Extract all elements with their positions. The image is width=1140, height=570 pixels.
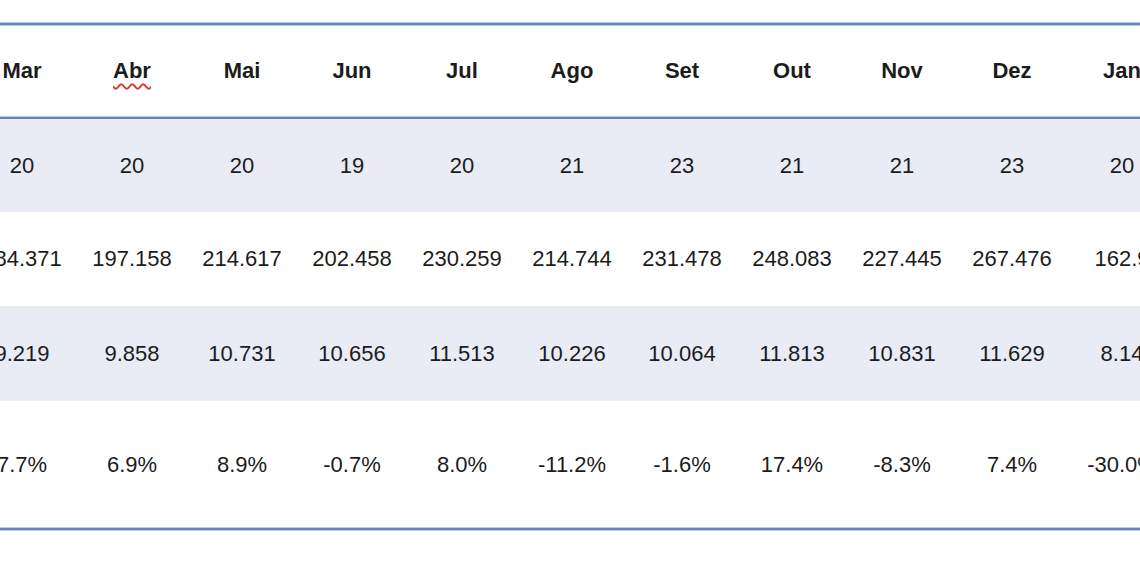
table-cell: 8.14	[1101, 343, 1140, 365]
table-cell: -8.3%	[873, 454, 930, 476]
column-header-mai: Mai	[224, 60, 261, 82]
table-cell: 11.513	[429, 343, 495, 365]
table-cell: 231.478	[642, 248, 722, 270]
monthly-data-table: Mar Abr Mai Jun Jul Ago Set Out Nov Dez …	[0, 23, 1140, 530]
column-header-mar: Mar	[2, 60, 41, 82]
document-canvas: { "table": { "column_headers": ["Mar", "…	[0, 0, 1140, 570]
column-header-set: Set	[665, 60, 699, 82]
table-cell: 20	[450, 155, 474, 177]
table-cell: 20	[120, 155, 144, 177]
row-working-days: 20 20 20 19 20 21 23 21 21 23 20	[0, 119, 1140, 212]
table-cell: 10.731	[208, 343, 275, 365]
table-cell: 19	[340, 155, 364, 177]
table-cell: 21	[890, 155, 914, 177]
table-cell: 11.629	[979, 343, 1045, 365]
table-cell: 10.831	[868, 343, 935, 365]
table-cell: 6.9%	[107, 454, 157, 476]
table-cell: 8.0%	[437, 454, 487, 476]
table-cell: 248.083	[752, 248, 832, 270]
table-cell: -1.6%	[653, 454, 710, 476]
column-header-jul: Jul	[446, 60, 478, 82]
table-cell: 21	[560, 155, 584, 177]
column-header-ago: Ago	[551, 60, 594, 82]
table-cell: 267.476	[972, 248, 1052, 270]
misspelled-word-underline: Abr	[113, 58, 151, 83]
table-cell: 197.158	[92, 248, 172, 270]
table-cell: 9.219	[0, 343, 50, 365]
table-bottom-border	[0, 528, 1140, 530]
table-cell: 214.744	[532, 248, 612, 270]
table-cell: 20	[10, 155, 34, 177]
table-cell: 21	[780, 155, 804, 177]
column-header-nov: Nov	[881, 60, 923, 82]
table-cell: 17.4%	[761, 454, 823, 476]
table-cell: 227.445	[862, 248, 942, 270]
table-cell: 184.371	[0, 248, 62, 270]
table-cell: 9.858	[104, 343, 159, 365]
table-cell: 10.064	[648, 343, 715, 365]
table-cell: 10.226	[538, 343, 605, 365]
table-cell: 214.617	[202, 248, 282, 270]
row-percent-change: 7.7% 6.9% 8.9% -0.7% 8.0% -11.2% -1.6% 1…	[0, 401, 1140, 528]
column-header-abr: Abr	[113, 60, 151, 82]
header-row: Mar Abr Mai Jun Jul Ago Set Out Nov Dez …	[0, 25, 1140, 117]
row-daily-average: 9.219 9.858 10.731 10.656 11.513 10.226 …	[0, 306, 1140, 401]
table-cell: 20	[230, 155, 254, 177]
table-cell: -11.2%	[538, 454, 606, 476]
column-header-jan: Jan	[1103, 60, 1140, 82]
column-header-dez: Dez	[992, 60, 1031, 82]
table-cell: -0.7%	[323, 454, 380, 476]
table-cell: 7.7%	[0, 454, 47, 476]
table-cell: 23	[670, 155, 694, 177]
table-cell: 10.656	[318, 343, 385, 365]
table-cell: 8.9%	[217, 454, 267, 476]
table-cell: 7.4%	[987, 454, 1037, 476]
table-cell: 202.458	[312, 248, 392, 270]
table-cell: 11.813	[759, 343, 825, 365]
table-cell: -30.0%	[1087, 454, 1140, 476]
row-monthly-total: 184.371 197.158 214.617 202.458 230.259 …	[0, 212, 1140, 306]
table-cell: 162.9	[1094, 248, 1140, 270]
column-header-out: Out	[773, 60, 811, 82]
table-cell: 230.259	[422, 248, 502, 270]
table-cell: 23	[1000, 155, 1024, 177]
column-header-jun: Jun	[332, 60, 371, 82]
table-cell: 20	[1110, 155, 1134, 177]
